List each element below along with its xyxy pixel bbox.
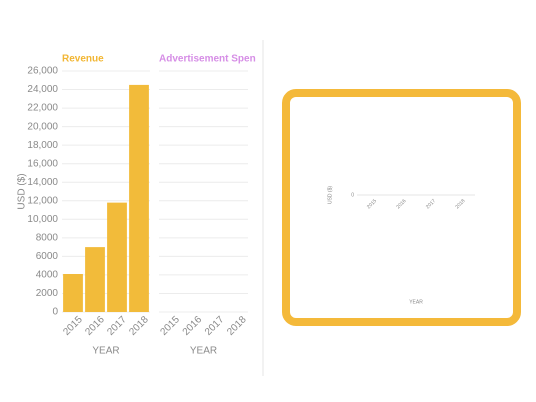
y-tick-label: 0: [52, 307, 58, 318]
bar: [63, 273, 83, 312]
x-tick-label: 2015: [61, 314, 85, 338]
y-tick-label: 6000: [36, 251, 59, 262]
x-tick-label: 2018: [454, 198, 466, 210]
x-tick-label: 2017: [203, 314, 227, 338]
y-tick-label: 24,000: [27, 84, 58, 95]
highlight-frame: [282, 89, 521, 326]
y-axis-label: USD ($): [327, 186, 333, 204]
x-tick-label: 2017: [425, 198, 437, 210]
x-axis-label: YEAR: [409, 299, 423, 305]
x-tick-label: 2015: [158, 314, 182, 338]
y-tick-label: 4000: [36, 270, 59, 281]
chart-title: Revenue: [62, 54, 104, 65]
x-tick-label: 2016: [181, 314, 205, 338]
y-tick-label: 18,000: [27, 140, 58, 151]
y-tick-label: 12,000: [27, 195, 58, 206]
y-tick-label: 2000: [36, 288, 59, 299]
bar: [85, 247, 105, 312]
y-tick-label: 14,000: [27, 177, 58, 188]
bar: [129, 84, 149, 313]
x-tick-label: 2018: [127, 314, 151, 338]
y-tick-label: 26,000: [27, 66, 58, 77]
y-tick-label: 0: [351, 192, 354, 198]
y-tick-label: 20,000: [27, 121, 58, 132]
y-tick-label: 16,000: [27, 158, 58, 169]
y-tick-label: 10,000: [27, 214, 58, 225]
y-axis-label: USD ($): [17, 173, 28, 209]
x-axis-label: YEAR: [92, 346, 119, 357]
x-tick-label: 2016: [395, 198, 407, 210]
x-tick-label: 2017: [105, 314, 129, 338]
x-tick-label: 2016: [83, 314, 107, 338]
x-tick-label: 2018: [225, 314, 249, 338]
chart-title: Advertisement Spen: [159, 54, 256, 65]
x-tick-label: 2015: [366, 198, 378, 210]
y-tick-label: 8000: [36, 232, 59, 243]
x-axis-label: YEAR: [190, 346, 217, 357]
y-tick-label: 22,000: [27, 103, 58, 114]
bar: [107, 202, 127, 312]
